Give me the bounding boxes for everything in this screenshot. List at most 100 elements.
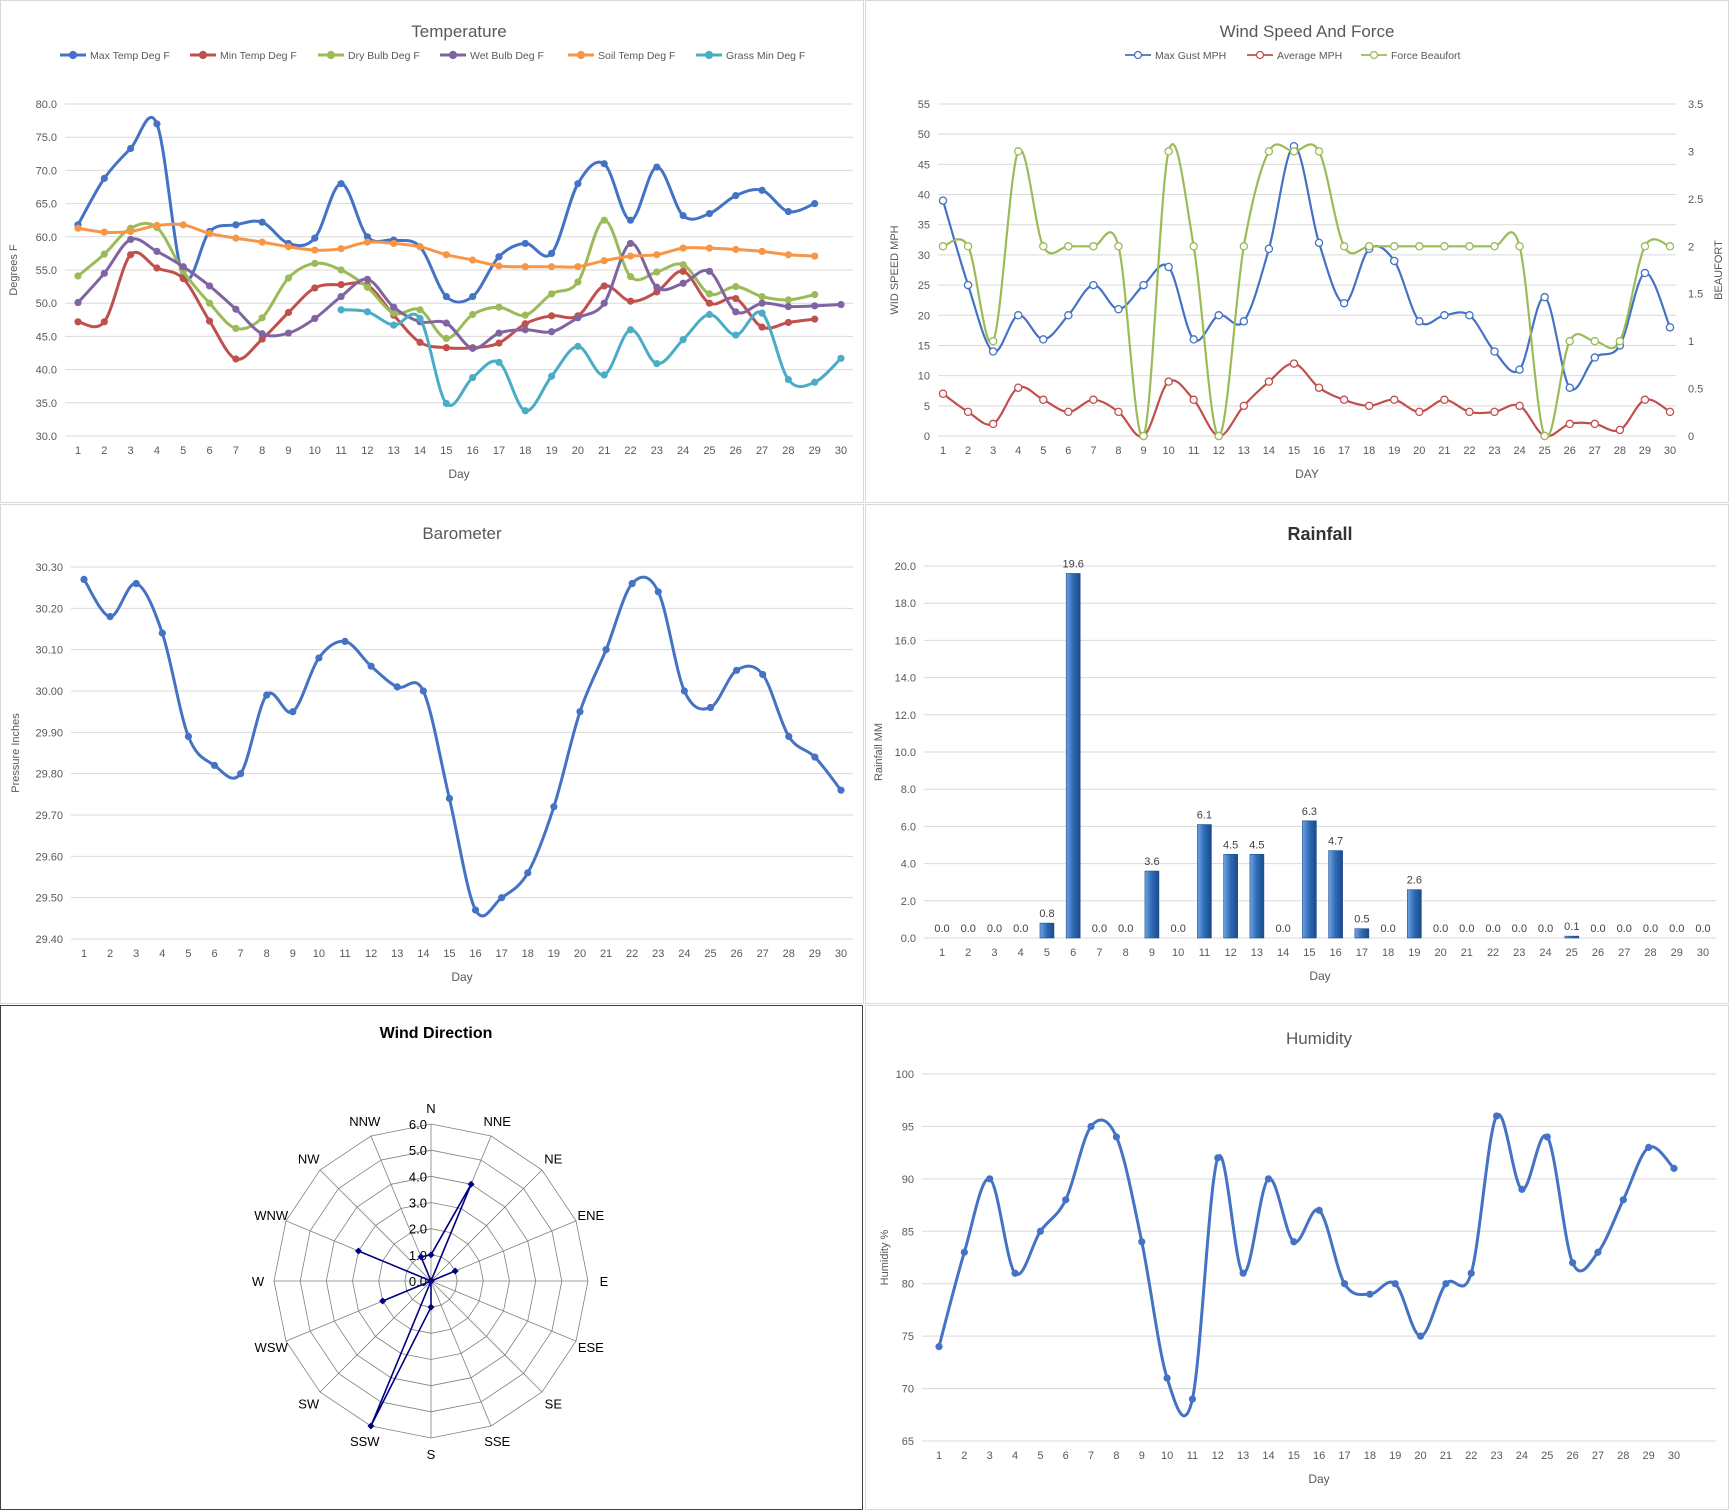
wind-data-point-average-mph (1640, 395, 1650, 405)
temperature-data-point-max-temp-deg-f (626, 216, 635, 224)
wind-data-point-average-mph (1440, 395, 1449, 405)
temperature-x-tick-label: 4 (154, 445, 160, 457)
temperature-y-tick-label: 45.0 (36, 331, 57, 343)
wind-direction-category-label: NNW (349, 1114, 381, 1129)
wind-y-tick-label: 25 (918, 280, 930, 292)
wind-legend-label-max-gust-mph: Max Gust MPH (1155, 50, 1226, 62)
temperature-data-point-dry-bulb-deg-f (469, 310, 477, 319)
rainfall-bar-value-label: 0.0 (1669, 923, 1684, 935)
wind-direction-spoke (430, 1280, 577, 1342)
temperature-data-point-soil-temp-deg-f (74, 224, 82, 232)
barometer-data-point-line (706, 703, 715, 712)
temperature-x-tick-label: 6 (206, 445, 212, 457)
temperature-chart-panel: Temperature 30.0 35.0 40.0 45.0 50.0 55.0 60.0 6… (0, 0, 864, 503)
rainfall-y-axis-label: Rainfall MM (873, 723, 885, 781)
barometer-data-point-line (419, 687, 427, 695)
humidity-chart-panel: Humidity 65 70 75 80 85 90 95 100 1 2 3 4 5 6 7 8 9 10 11 12… (865, 1005, 1729, 1510)
humidity-data-point-line (1340, 1280, 1349, 1288)
barometer-x-tick-label: 22 (626, 948, 638, 960)
wind-data-point-max-gust-mph (1440, 311, 1449, 320)
temperature-data-point-wet-bulb-deg-f (284, 329, 293, 337)
barometer-y-tick-label: 29.50 (35, 893, 63, 905)
wind-data-point-average-mph (1515, 401, 1524, 411)
humidity-x-axis-label: Day (1308, 1472, 1329, 1486)
barometer-data-point-line (680, 687, 688, 695)
wind-direction-chart-panel: Wind Direction N NNE NE ENE E ESE SE SSE S SSW SW WS… (0, 1005, 863, 1510)
wind-data-point-max-gust-mph (1389, 256, 1399, 266)
temperature-data-point-max-temp-deg-f (784, 207, 792, 216)
temperature-data-point-min-temp-deg-f (626, 297, 635, 305)
humidity-x-tick-label: 13 (1237, 1450, 1249, 1462)
wind-direction-data-point (379, 1297, 387, 1305)
temperature-data-point-max-temp-deg-f (574, 180, 582, 188)
wind-direction-r-tick-label: 6.0 (409, 1117, 427, 1132)
wind-data-point-average-mph (988, 419, 998, 429)
temperature-x-tick-label: 12 (361, 445, 373, 457)
temperature-title: Temperature (411, 22, 506, 41)
humidity-x-tick-label: 17 (1338, 1450, 1350, 1462)
wind-x-tick-label: 20 (1413, 445, 1425, 457)
temperature-series-line-grass-min-deg-f (340, 308, 843, 413)
rainfall-x-tick-label: 18 (1382, 947, 1394, 959)
barometer-data-point-line (759, 670, 767, 679)
wind-direction-r-tick-label: 3.0 (409, 1196, 427, 1211)
wind-x-tick-label: 14 (1263, 445, 1275, 457)
rainfall-bar-value-label: 0.0 (987, 923, 1002, 935)
humidity-x-tick-label: 1 (936, 1450, 942, 1462)
humidity-x-tick-label: 18 (1364, 1450, 1376, 1462)
temperature-data-point-max-temp-deg-f (758, 186, 766, 194)
temperature-data-point-wet-bulb-deg-f (337, 292, 345, 301)
rainfall-x-tick-label: 21 (1461, 947, 1473, 959)
wind-data-point-force-beaufort (1615, 336, 1625, 346)
wind-y-tick-label: 35 (918, 220, 930, 232)
temperature-data-point-dry-bulb-deg-f (600, 216, 608, 224)
temperature-data-point-wet-bulb-deg-f (74, 298, 82, 307)
barometer-data-point-line (132, 579, 140, 588)
wind-x-tick-label: 29 (1639, 445, 1651, 457)
temperature-data-point-wet-bulb-deg-f (469, 344, 477, 352)
wind-series-line-max-gust-mph (941, 145, 1672, 391)
rainfall-y-tick-label: 8.0 (901, 784, 916, 796)
rainfall-bar-value-label: 4.5 (1249, 839, 1264, 851)
rainfall-bar-value-label: 0.0 (1617, 923, 1632, 935)
temperature-data-point-min-temp-deg-f (600, 282, 608, 290)
wind-x-tick-label: 7 (1090, 445, 1096, 457)
temperature-data-point-min-temp-deg-f (705, 299, 714, 307)
temperature-data-point-max-temp-deg-f (547, 249, 556, 257)
temperature-data-point-max-temp-deg-f (811, 200, 819, 208)
barometer-data-point-line (628, 579, 636, 588)
temperature-y-tick-label: 30.0 (36, 431, 57, 443)
humidity-data-point-line (1594, 1248, 1602, 1256)
rainfall-x-tick-label: 10 (1172, 947, 1184, 959)
rainfall-bar-value-label: 0.0 (1485, 923, 1500, 935)
temperature-y-tick-label: 60.0 (36, 232, 57, 244)
wind-direction-category-label: ENE (577, 1208, 604, 1223)
temperature-x-tick-label: 30 (835, 445, 847, 457)
wind-direction-category-label: WNW (254, 1208, 289, 1223)
wind-direction-spoke (319, 1280, 432, 1393)
barometer-x-tick-label: 9 (290, 948, 296, 960)
temperature-data-point-soil-temp-deg-f (469, 256, 477, 264)
barometer-x-tick-label: 23 (652, 948, 664, 960)
barometer-y-tick-label: 30.20 (35, 603, 63, 615)
temperature-legend-marker-min-temp-deg-f (198, 50, 208, 60)
wind-data-point-max-gust-mph (1039, 335, 1048, 344)
rainfall-y-tick-label: 18.0 (895, 598, 916, 610)
barometer-x-tick-label: 18 (522, 948, 534, 960)
rainfall-x-tick-label: 22 (1487, 947, 1499, 959)
wind-data-point-force-beaufort (1640, 242, 1650, 251)
temperature-x-tick-label: 29 (809, 445, 821, 457)
temperature-data-point-dry-bulb-deg-f (100, 250, 108, 258)
wind-direction-category-label: NE (544, 1152, 562, 1167)
wind-data-point-force-beaufort (1389, 242, 1399, 251)
wind-data-point-average-mph (938, 389, 948, 398)
wind-title: Wind Speed And Force (1220, 22, 1395, 41)
wind-data-point-max-gust-mph (1189, 335, 1198, 344)
wind-data-point-max-gust-mph (1515, 365, 1524, 374)
wind-direction-category-label: SSE (484, 1434, 510, 1449)
barometer-data-point-line (106, 613, 114, 621)
rainfall-chart-panel: Rainfall 0.0 2.0 4.0 6.0 8.0 10.0 12.0 14.0 16.0 1… (865, 504, 1729, 1004)
wind-direction-spoke (430, 1280, 543, 1393)
wind-data-point-max-gust-mph (1064, 311, 1073, 320)
rainfall-bar-value-label: 6.3 (1302, 806, 1317, 818)
